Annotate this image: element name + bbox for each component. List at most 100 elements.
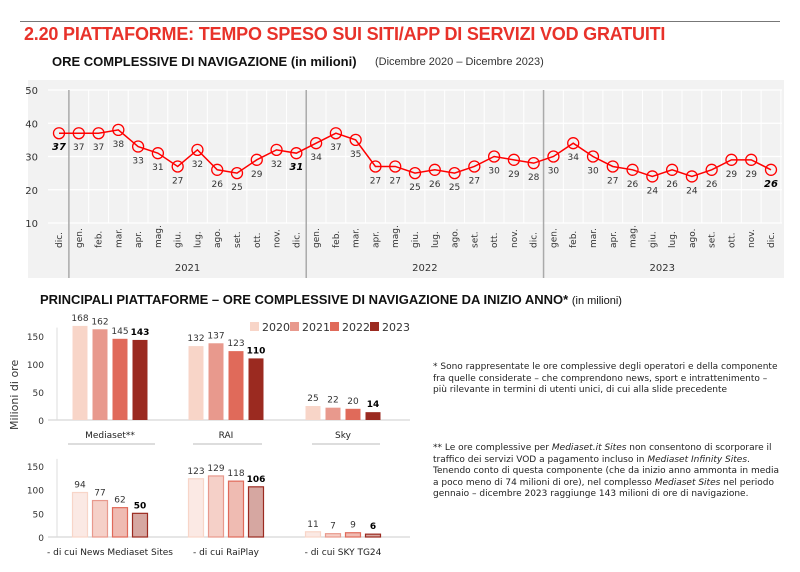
bar-2023 bbox=[131, 512, 149, 538]
data-point bbox=[527, 156, 540, 170]
x-tick-label: lug. bbox=[431, 231, 441, 248]
bar-2023 bbox=[248, 358, 264, 420]
data-point bbox=[211, 163, 224, 176]
data-point bbox=[665, 163, 679, 176]
y-tick-label: 10 bbox=[25, 219, 38, 230]
x-tick-label: mag. bbox=[629, 225, 639, 248]
y-tick-label: 150 bbox=[27, 463, 44, 473]
data-point bbox=[131, 140, 145, 153]
y-tick-label: 100 bbox=[27, 487, 44, 497]
data-label: 24 bbox=[686, 186, 698, 196]
bar-chart-title: PRINCIPALI PIATTAFORME – ORE COMPLESSIVE… bbox=[40, 292, 622, 307]
bar-value-label: 22 bbox=[327, 396, 338, 406]
y-tick-label: 20 bbox=[25, 186, 38, 197]
data-point bbox=[685, 170, 699, 183]
x-tick-label: apr. bbox=[609, 231, 619, 248]
x-tick-label: dic. bbox=[55, 232, 65, 248]
data-point bbox=[349, 133, 362, 147]
x-tick-label: apr. bbox=[134, 231, 144, 248]
data-point bbox=[586, 150, 600, 163]
legend-label: 2021 bbox=[302, 321, 330, 334]
category-label: - di cui RaiPlay bbox=[193, 548, 260, 558]
bar-2020 bbox=[187, 478, 205, 538]
x-tick-label: mag. bbox=[154, 225, 164, 248]
data-label: 25 bbox=[409, 183, 420, 193]
bar-2022 bbox=[345, 408, 361, 420]
data-point bbox=[725, 153, 738, 166]
x-tick-label: ago. bbox=[213, 229, 223, 248]
data-label: 32 bbox=[192, 160, 203, 170]
data-label: 34 bbox=[310, 153, 322, 163]
data-label: 27 bbox=[370, 176, 381, 186]
data-point bbox=[171, 160, 184, 173]
bar-2020 bbox=[305, 406, 321, 420]
note2-text: ** Le ore complessive per bbox=[433, 443, 552, 453]
x-tick-label: nov. bbox=[273, 229, 283, 248]
y-tick-label: 30 bbox=[25, 153, 38, 164]
line-chart-panel bbox=[28, 80, 784, 278]
x-tick-label: set. bbox=[470, 231, 480, 248]
data-label: 30 bbox=[488, 167, 500, 177]
data-label: 29 bbox=[726, 170, 738, 180]
legend-swatch bbox=[290, 322, 299, 331]
data-label: 38 bbox=[113, 140, 125, 150]
data-point bbox=[309, 137, 323, 150]
data-point bbox=[468, 160, 481, 173]
data-label: 26 bbox=[627, 180, 639, 190]
bar-value-label: 132 bbox=[187, 334, 204, 344]
bar-value-label: 123 bbox=[187, 467, 204, 477]
x-tick-label: giu. bbox=[648, 231, 658, 248]
y-tick-label: 50 bbox=[33, 389, 45, 399]
data-label: 25 bbox=[231, 183, 242, 193]
x-tick-label: gen. bbox=[75, 228, 85, 248]
x-tick-label: mar. bbox=[589, 228, 599, 248]
note2-text: nel periodo gennaio – dicembre 2023 ragg… bbox=[433, 477, 774, 500]
bar-2023 bbox=[132, 339, 148, 420]
data-label: 27 bbox=[607, 176, 618, 186]
y-tick-label: 40 bbox=[25, 119, 38, 130]
data-label: 33 bbox=[132, 157, 143, 167]
x-tick-label: set. bbox=[708, 231, 718, 248]
data-label: 26 bbox=[706, 180, 718, 190]
data-point bbox=[191, 143, 204, 157]
bar-value-label: 62 bbox=[114, 496, 125, 506]
bar-2021 bbox=[325, 407, 341, 420]
data-label: 29 bbox=[508, 170, 520, 180]
bar-2022 bbox=[111, 507, 129, 538]
note2-italic: Mediaset Sites bbox=[654, 477, 721, 488]
data-label: 37 bbox=[73, 143, 84, 153]
bar-value-label: 11 bbox=[307, 520, 318, 530]
y-tick-label: 50 bbox=[33, 510, 45, 520]
bar-value-label: 106 bbox=[247, 475, 266, 485]
bar-2021 bbox=[92, 329, 108, 420]
data-point bbox=[428, 163, 441, 176]
bar-2022 bbox=[344, 532, 362, 538]
x-tick-label: set. bbox=[233, 231, 243, 248]
bar-2022 bbox=[227, 480, 245, 538]
data-point bbox=[705, 163, 718, 176]
data-label: 26 bbox=[429, 180, 441, 190]
data-point bbox=[507, 153, 521, 166]
bar-value-label: 20 bbox=[347, 397, 359, 407]
data-label: 35 bbox=[350, 150, 361, 160]
x-tick-label: nov. bbox=[510, 229, 520, 248]
bar-value-label: 129 bbox=[207, 464, 224, 474]
legend-swatch bbox=[330, 322, 339, 331]
bar-value-label: 162 bbox=[91, 317, 108, 327]
data-point bbox=[230, 166, 244, 180]
category-label: Mediaset** bbox=[85, 431, 135, 441]
data-point bbox=[151, 147, 165, 160]
bar-chart-title-text: PRINCIPALI PIATTAFORME – ORE COMPLESSIVE… bbox=[40, 292, 569, 307]
bar-2021 bbox=[208, 343, 224, 420]
legend-label: 2022 bbox=[342, 321, 370, 334]
year-label: 2022 bbox=[412, 263, 437, 274]
bar-chart-unit: (in milioni) bbox=[571, 295, 622, 307]
x-tick-label: dic. bbox=[767, 232, 777, 248]
bar-value-label: 123 bbox=[227, 339, 244, 349]
x-tick-label: feb. bbox=[332, 231, 342, 248]
data-point bbox=[112, 123, 125, 137]
footnote-2: ** Le ore complessive per Mediaset.it Si… bbox=[433, 443, 783, 501]
data-point bbox=[626, 163, 639, 176]
